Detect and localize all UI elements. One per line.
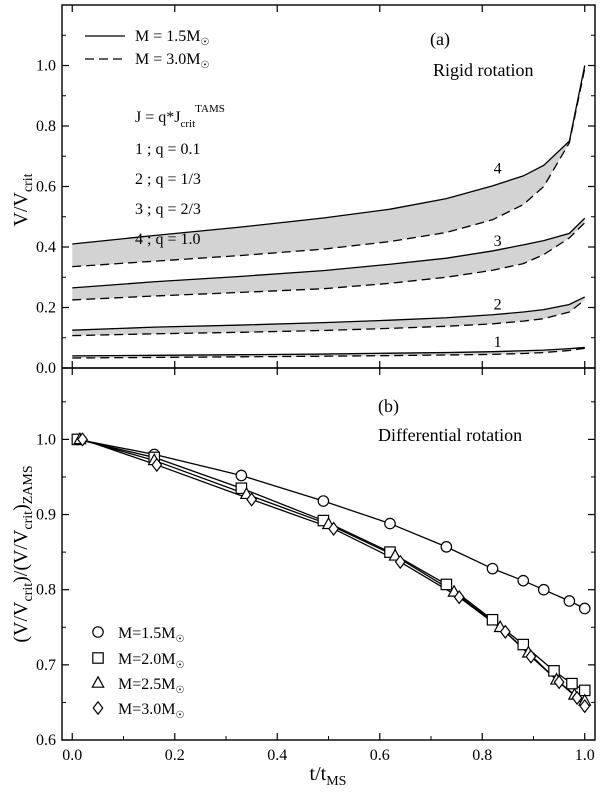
y-tick-label: 0.8 — [36, 118, 56, 135]
data-point-diamond — [151, 457, 163, 473]
panel-b-label: (b) — [378, 396, 399, 417]
data-point-diamond — [394, 554, 406, 570]
data-point-diamond — [453, 590, 465, 605]
panel-b-y-axis-title: (V/Vcrit)/(V/Vcrit)ZAMS — [10, 465, 36, 642]
curve-4-m30-dashed — [72, 68, 586, 268]
x-tick-label: 1.0 — [575, 747, 595, 764]
data-point-diamond — [553, 674, 565, 690]
curve-2-m30-dashed — [72, 299, 586, 337]
y-tick-label: 1.0 — [36, 431, 56, 448]
legend-label-diamond: M=3.0M☉ — [118, 701, 184, 721]
legend-label-square: M=2.0M☉ — [118, 651, 184, 671]
y-tick-label: 0.4 — [36, 239, 56, 256]
legend-label-1: M = 1.5M☉ — [135, 28, 209, 48]
q-list-item-1: 1 ; q = 0.1 — [135, 141, 200, 158]
x-tick-label: 0.8 — [472, 747, 492, 764]
data-point-diamond — [499, 624, 511, 639]
curve-4-m15-solid — [72, 65, 586, 245]
x-tick-label: 0.4 — [267, 747, 287, 764]
legend-label-circle: M=1.5M☉ — [118, 625, 184, 645]
legend-circle-icon — [92, 626, 104, 638]
x-axis-title: t/tMS — [310, 763, 347, 789]
data-point-diamond — [525, 649, 537, 664]
y-tick-label: 0.2 — [36, 300, 56, 317]
data-point-diamond — [246, 492, 258, 507]
legend-label-2: M = 3.0M☉ — [135, 51, 209, 71]
panel-b-x-ticks: 0.0 0.2 0.4 0.6 0.8 1.0 — [62, 368, 595, 764]
data-point-circle — [578, 602, 591, 615]
curve-3-m15-solid — [72, 217, 586, 289]
y-tick-label: 0.6 — [36, 732, 56, 749]
data-point-diamond — [77, 432, 88, 447]
q-list-item-4: 4 ; q = 1.0 — [135, 231, 200, 248]
panel-a-curve-labels: 1 2 3 4 — [494, 160, 502, 350]
data-point-circle — [384, 517, 396, 530]
legend-triangle-icon — [91, 675, 105, 688]
legend-diamond-icon — [92, 700, 104, 716]
data-point-circle — [317, 495, 330, 507]
data-point-circle — [440, 541, 453, 553]
data-point-circle — [235, 469, 248, 482]
band-4 — [72, 65, 585, 267]
curve-label-4: 4 — [494, 160, 502, 177]
data-point-square — [517, 638, 530, 651]
data-point-diamond — [579, 698, 591, 714]
panel-a-rigid-rotation: 0.0 0.2 0.4 0.6 0.8 1.0 1 2 3 4 (a) Rigid rotati… — [10, 4, 596, 377]
y-tick-label: 0.8 — [36, 582, 56, 599]
panel-a-y-ticks: 0.0 0.2 0.4 0.6 0.8 1.0 — [36, 5, 595, 377]
curve-1-m15-solid — [72, 346, 585, 357]
panel-a-label: (a) — [430, 29, 450, 50]
data-point-diamond — [328, 521, 340, 537]
panel-b-differential-rotation: 0.6 0.7 0.8 0.9 1.0 0.0 0.2 0.4 0.6 0.8 1.0 M=1.5… — [10, 367, 596, 789]
band-2 — [72, 296, 585, 336]
q-list-item-3: 3 ; q = 2/3 — [135, 201, 201, 218]
data-point-circle — [537, 583, 550, 596]
data-point-circle — [563, 595, 576, 607]
panel-b-title: Differential rotation — [378, 425, 522, 445]
legend-label-triangle: M=2.5M☉ — [118, 676, 184, 696]
legend-square-icon — [92, 652, 104, 664]
y-tick-label: 0.7 — [36, 657, 56, 674]
panel-b-legend: M=1.5M☉ M=2.0M☉ M=2.5M☉ M=3.0M☉ — [91, 625, 184, 721]
formula: J = q*JcritTAMS — [135, 103, 225, 130]
y-tick-label: 0.9 — [36, 507, 56, 524]
data-point-square — [440, 578, 453, 591]
x-tick-label: 0.6 — [370, 747, 390, 764]
curve-label-3: 3 — [494, 233, 502, 250]
y-tick-label: 1.0 — [36, 58, 56, 75]
panel-a-lines — [72, 65, 586, 359]
q-list-item-2: 2 ; q = 1/3 — [135, 171, 201, 188]
data-point-square — [566, 677, 578, 690]
data-point-circle — [486, 562, 499, 575]
y-tick-label: 0.0 — [36, 360, 56, 377]
panel-a-title: Rigid rotation — [433, 60, 534, 80]
panel-a-y-axis-title: V/Vcrit — [10, 173, 36, 226]
y-tick-label: 0.6 — [36, 179, 56, 196]
curve-label-2: 2 — [494, 297, 502, 314]
data-point-diamond — [571, 690, 583, 706]
x-tick-label: 0.2 — [165, 747, 185, 764]
data-point-square — [548, 665, 560, 677]
x-tick-label: 0.0 — [62, 747, 82, 764]
data-point-triangle — [388, 548, 402, 561]
panel-b-markers — [71, 431, 592, 714]
curve-2-m15-solid — [72, 296, 586, 331]
curve-3-m30-dashed — [72, 222, 586, 301]
curve-1-m30-dashed — [72, 347, 585, 359]
data-point-square — [486, 613, 499, 626]
panel-b-y-ticks: 0.6 0.7 0.8 0.9 1.0 — [36, 401, 595, 749]
data-point-circle — [517, 574, 530, 587]
curve-label-1: 1 — [494, 334, 502, 351]
